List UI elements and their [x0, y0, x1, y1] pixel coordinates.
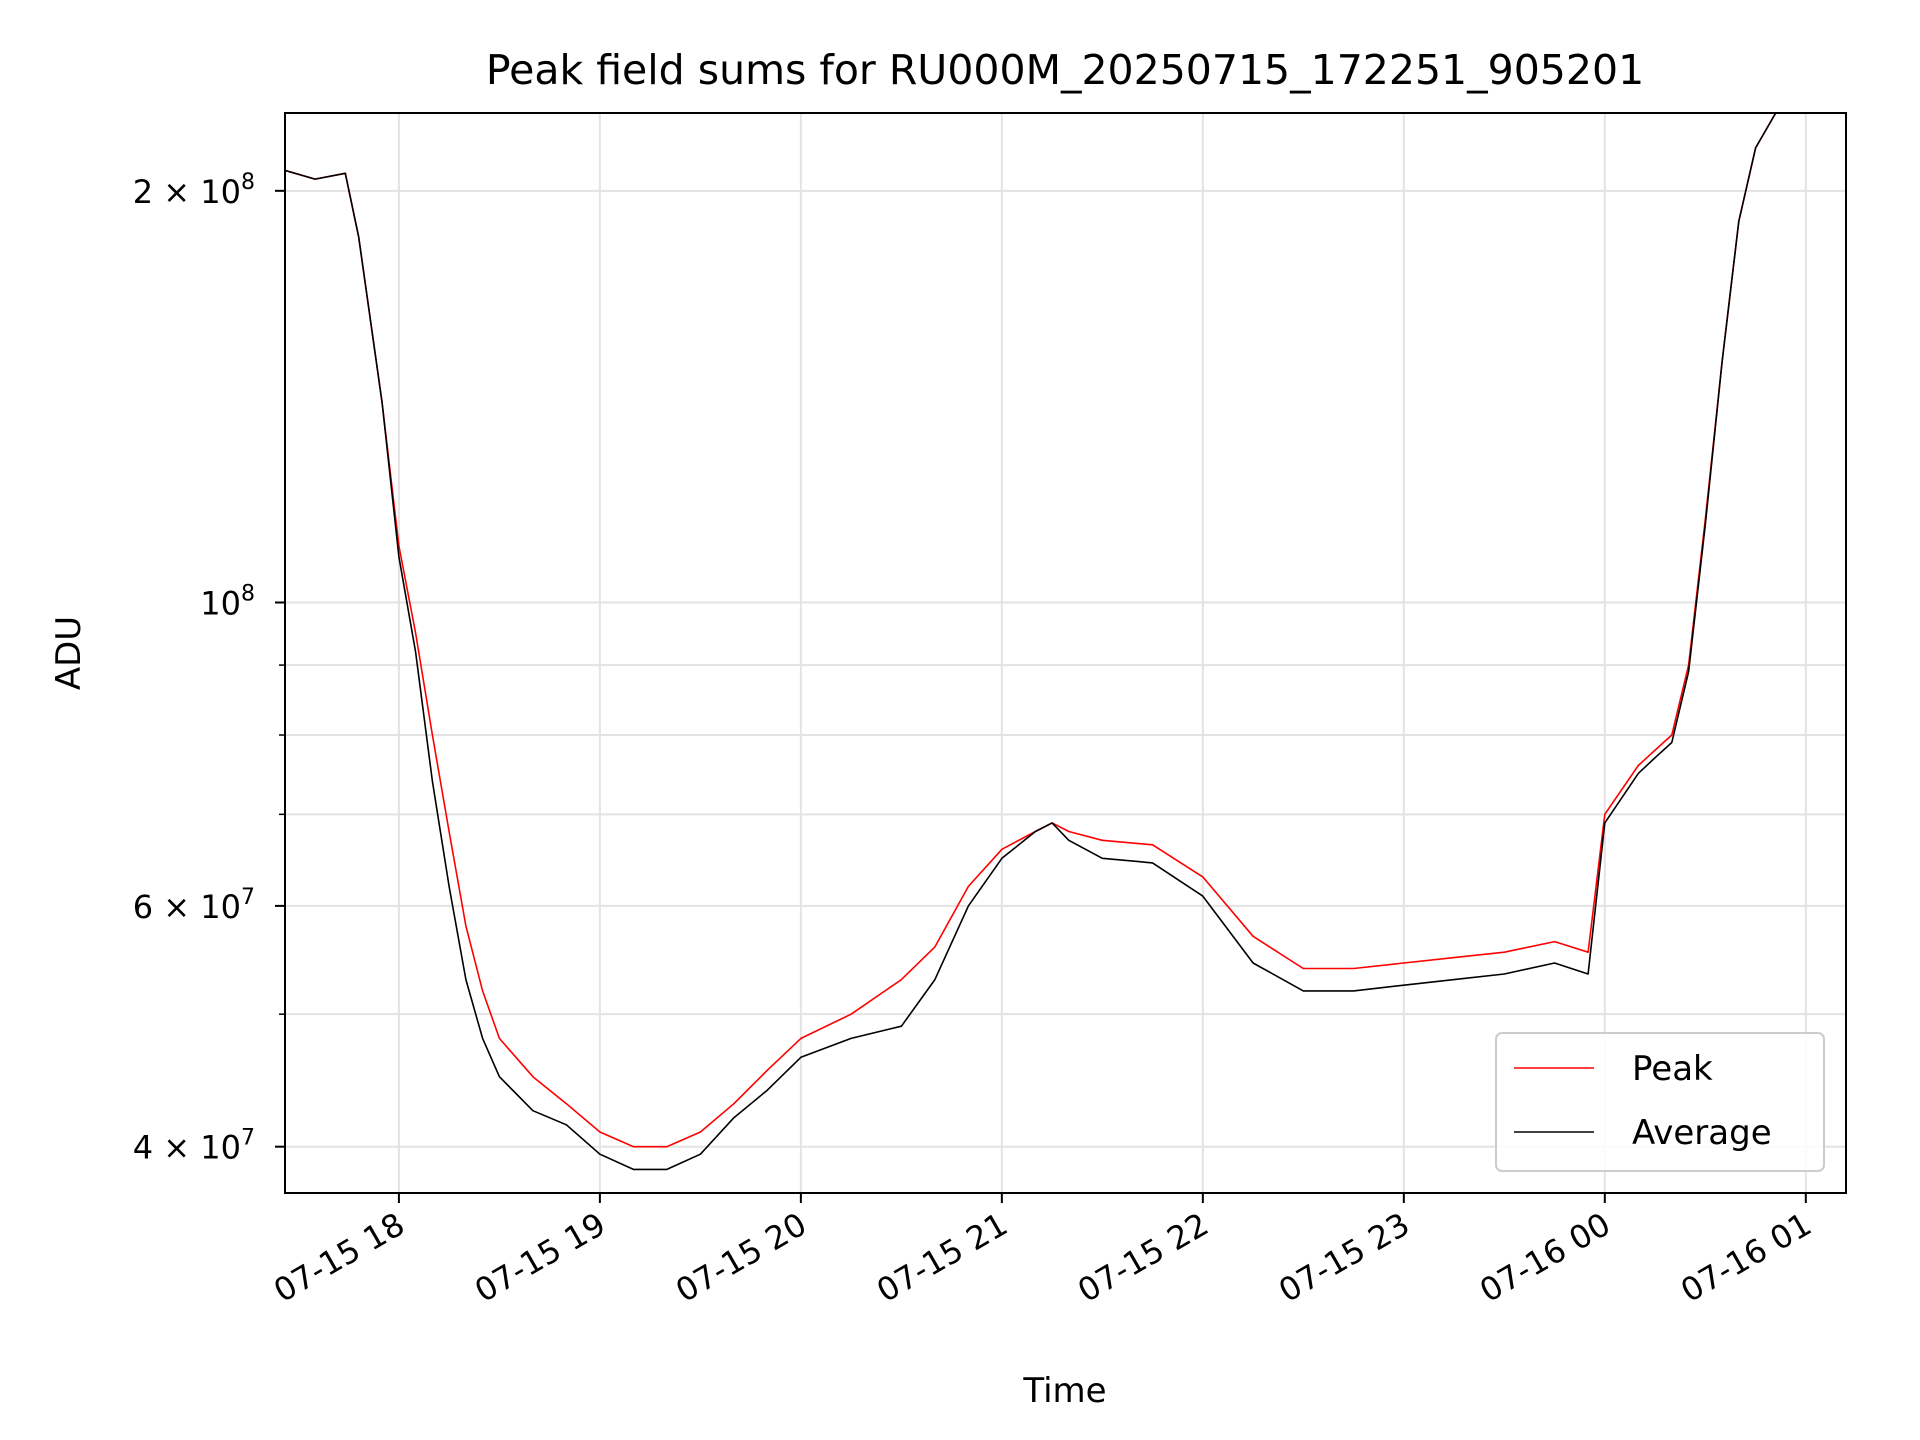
legend: Peak Average [1495, 1032, 1825, 1172]
chart-title: Peak field sums for RU000M_20250715_1722… [486, 46, 1644, 94]
y-axis: 4 × 107 6 × 107 108 2 × 108 [133, 170, 285, 1167]
y-tick-label: 4 × 107 [133, 1126, 255, 1167]
series-line-peak [285, 113, 1777, 1148]
x-tick-label: 07-15 23 [1272, 1205, 1416, 1310]
y-axis-label: ADU [49, 616, 89, 690]
x-tick-label: 07-15 19 [468, 1205, 612, 1310]
x-tick-label: 07-15 22 [1071, 1205, 1215, 1310]
legend-label-average: Average [1632, 1113, 1772, 1153]
x-tick-label: 07-16 00 [1473, 1205, 1617, 1310]
gridlines [285, 113, 1846, 1193]
y-tick-label: 2 × 108 [133, 170, 255, 211]
x-axis-label: Time [1022, 1371, 1106, 1411]
x-tick-label: 07-15 21 [870, 1205, 1014, 1310]
legend-label-peak: Peak [1632, 1049, 1713, 1089]
x-tick-label: 07-16 01 [1674, 1205, 1818, 1310]
axes-frame [284, 112, 1847, 1194]
x-tick-label: 07-15 20 [669, 1205, 813, 1310]
x-axis: 07-15 18 07-15 19 07-15 20 07-15 21 07-15 22… [267, 1193, 1818, 1310]
x-tick-label: 07-15 18 [267, 1205, 411, 1310]
plot-area [285, 113, 1777, 1171]
y-tick-label: 108 [200, 581, 255, 622]
series-line-average [285, 113, 1777, 1171]
y-tick-label: 6 × 107 [133, 885, 255, 926]
